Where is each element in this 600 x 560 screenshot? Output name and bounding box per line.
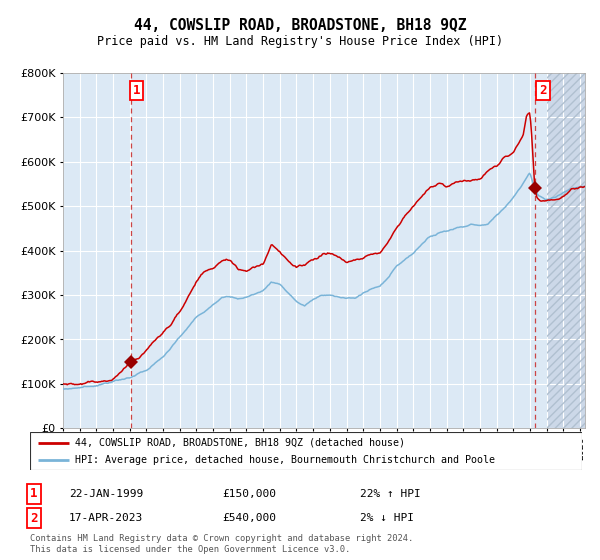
Text: 2: 2: [30, 511, 37, 525]
Text: Contains HM Land Registry data © Crown copyright and database right 2024.: Contains HM Land Registry data © Crown c…: [30, 534, 413, 543]
Bar: [547, 73, 585, 428]
Text: 22% ↑ HPI: 22% ↑ HPI: [360, 489, 421, 499]
Text: 44, COWSLIP ROAD, BROADSTONE, BH18 9QZ: 44, COWSLIP ROAD, BROADSTONE, BH18 9QZ: [134, 18, 466, 32]
Text: 2% ↓ HPI: 2% ↓ HPI: [360, 513, 414, 523]
Text: HPI: Average price, detached house, Bournemouth Christchurch and Poole: HPI: Average price, detached house, Bour…: [75, 455, 495, 465]
Text: 44, COWSLIP ROAD, BROADSTONE, BH18 9QZ (detached house): 44, COWSLIP ROAD, BROADSTONE, BH18 9QZ (…: [75, 438, 405, 448]
Text: 22-JAN-1999: 22-JAN-1999: [69, 489, 143, 499]
Text: £150,000: £150,000: [222, 489, 276, 499]
Text: 1: 1: [30, 487, 37, 501]
Text: 2: 2: [539, 84, 547, 97]
Text: £540,000: £540,000: [222, 513, 276, 523]
Text: Price paid vs. HM Land Registry's House Price Index (HPI): Price paid vs. HM Land Registry's House …: [97, 35, 503, 49]
Text: 1: 1: [133, 84, 140, 97]
Text: This data is licensed under the Open Government Licence v3.0.: This data is licensed under the Open Gov…: [30, 545, 350, 554]
Text: 17-APR-2023: 17-APR-2023: [69, 513, 143, 523]
Bar: [547, 73, 585, 428]
